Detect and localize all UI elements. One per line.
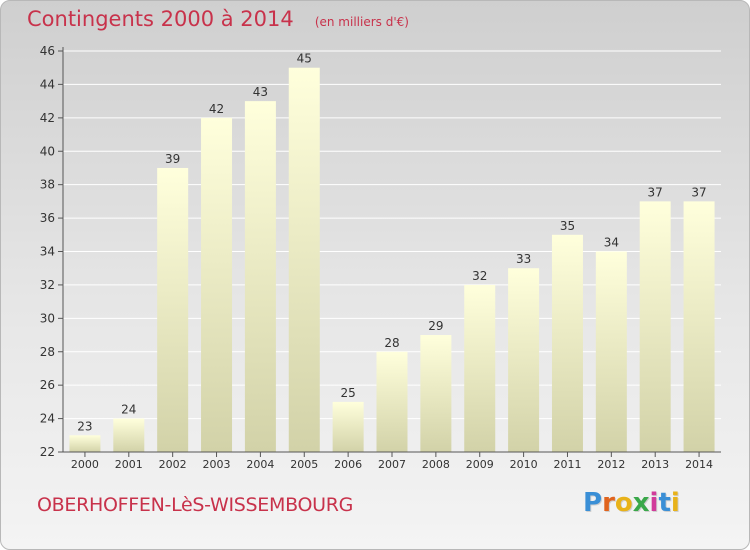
x-tick-label: 2005 (290, 458, 318, 471)
bar (508, 268, 540, 452)
data-label: 34 (604, 236, 619, 250)
y-tick-label: 30 (40, 311, 55, 325)
x-tick-label: 2013 (641, 458, 669, 471)
x-tick-label: 2003 (203, 458, 231, 471)
x-tick-label: 2006 (334, 458, 362, 471)
bar-chart: 22 24 26 28 30 32 34 36 38 40 42 44 46 23 2000 24 2001 39… (40, 44, 721, 471)
y-tick-label: 44 (40, 77, 55, 91)
bar (464, 284, 496, 452)
y-tick-label: 24 (40, 412, 55, 426)
chart-subtitle: (en milliers d'€) (314, 15, 409, 29)
data-label: 37 (648, 185, 663, 199)
y-tick-label: 36 (40, 211, 55, 225)
data-label: 37 (691, 185, 706, 199)
brand-letter: i (649, 488, 659, 518)
axes (58, 47, 721, 457)
brand-letter: t (658, 488, 671, 518)
chart-title: Contingents 2000 à 2014 (27, 7, 294, 31)
bar (639, 201, 671, 452)
x-tick-label: 2002 (159, 458, 187, 471)
data-label: 33 (516, 252, 531, 266)
data-label: 39 (165, 152, 180, 166)
brand-letter: o (614, 488, 633, 518)
x-tick-label: 2008 (422, 458, 450, 471)
brand-letter: x (632, 488, 650, 518)
data-label: 45 (297, 52, 312, 66)
bar (157, 167, 189, 453)
data-label: 29 (428, 319, 443, 333)
y-tick-label: 32 (40, 278, 55, 292)
bar (332, 401, 364, 452)
brand-letter: P (583, 488, 603, 518)
data-label: 32 (472, 269, 487, 283)
data-label: 35 (560, 219, 575, 233)
bar (376, 351, 408, 452)
x-tick-label: 2014 (685, 458, 713, 471)
brand-letter: r (602, 488, 615, 518)
x-tick-label: 2012 (597, 458, 625, 471)
data-label: 43 (253, 85, 268, 99)
y-tick-label: 34 (40, 245, 55, 259)
title-row: Contingents 2000 à 2014 (en milliers d'€… (27, 7, 409, 31)
labels: 22 24 26 28 30 32 34 36 38 40 42 44 46 23 2000 24 2001 39… (40, 44, 713, 471)
commune-name: OBERHOFFEN-LèS-WISSEMBOURG (37, 494, 354, 516)
y-tick-label: 42 (40, 111, 55, 125)
data-label: 23 (77, 419, 92, 433)
bar (683, 201, 715, 452)
bar (420, 335, 452, 452)
bar (244, 101, 276, 452)
y-tick-label: 38 (40, 178, 55, 192)
y-tick-label: 22 (40, 445, 55, 459)
x-tick-label: 2011 (553, 458, 581, 471)
brand-letter: i (670, 488, 680, 518)
data-label: 42 (209, 102, 224, 116)
x-tick-label: 2009 (466, 458, 494, 471)
x-tick-label: 2001 (115, 458, 143, 471)
bar (595, 251, 627, 452)
y-tick-label: 28 (40, 345, 55, 359)
bars (69, 67, 715, 453)
x-tick-label: 2010 (510, 458, 538, 471)
bar (201, 117, 233, 452)
bar (113, 418, 145, 452)
x-tick-label: 2000 (71, 458, 99, 471)
y-tick-label: 46 (40, 44, 55, 58)
bar (551, 234, 583, 452)
data-label: 25 (340, 386, 355, 400)
y-tick-label: 40 (40, 144, 55, 158)
data-label: 24 (121, 403, 136, 417)
brand-logo[interactable]: Proxiti (583, 488, 680, 518)
x-tick-label: 2007 (378, 458, 406, 471)
y-tick-label: 26 (40, 378, 55, 392)
bar (69, 435, 101, 452)
x-tick-label: 2004 (246, 458, 274, 471)
data-label: 28 (384, 336, 399, 350)
bar (288, 67, 320, 452)
